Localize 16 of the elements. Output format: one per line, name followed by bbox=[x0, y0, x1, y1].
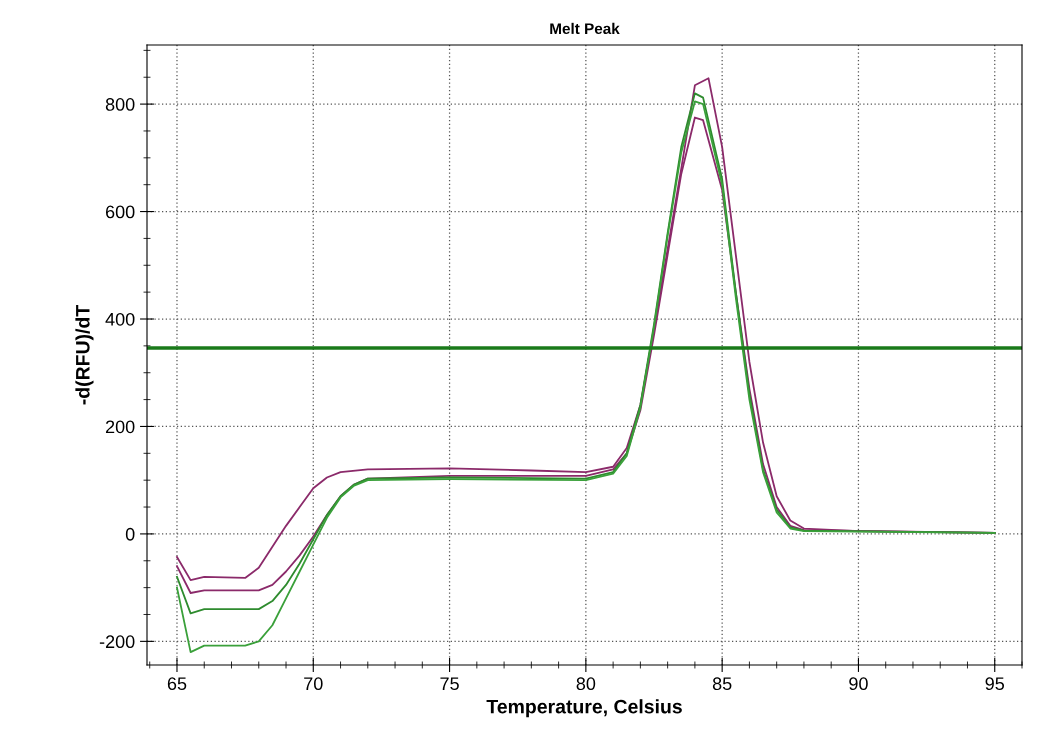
y-tick-label: 400 bbox=[105, 312, 135, 326]
x-tick-label: 85 bbox=[712, 677, 732, 691]
x-tick-label: 70 bbox=[304, 677, 323, 691]
y-axis-title: -d(RFU)/dT bbox=[75, 304, 94, 405]
y-tick-label: 600 bbox=[105, 205, 135, 219]
x-tick-label: 90 bbox=[849, 677, 868, 691]
x-tick-label: 75 bbox=[440, 677, 459, 691]
y-tick-label: 0 bbox=[125, 527, 135, 541]
y-tick-label: 800 bbox=[105, 98, 135, 111]
y-tick-label: 200 bbox=[105, 420, 135, 434]
chart-title: Melt Peak bbox=[550, 22, 620, 35]
x-tick-label: 65 bbox=[167, 677, 187, 691]
x-tick-label: 80 bbox=[576, 677, 596, 691]
y-tick-label: -200 bbox=[99, 635, 135, 649]
x-axis-title: Temperature, Celsius bbox=[486, 699, 682, 718]
x-tick-label: 95 bbox=[985, 677, 1005, 691]
